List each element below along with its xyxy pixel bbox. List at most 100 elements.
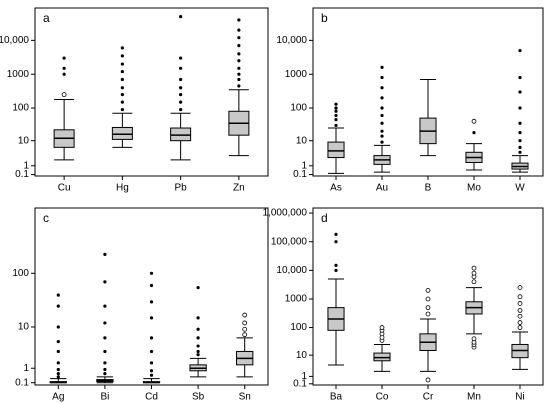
outlier <box>471 279 477 285</box>
extreme <box>196 336 200 340</box>
extreme <box>120 69 124 74</box>
x-tick-label: Zn <box>233 183 245 194</box>
panel-label: b <box>321 11 328 25</box>
extreme <box>518 145 522 149</box>
extreme <box>237 18 241 22</box>
extreme <box>62 66 66 70</box>
extreme <box>334 102 338 106</box>
extreme <box>518 131 522 135</box>
outlier <box>517 294 523 300</box>
box <box>327 141 345 159</box>
outlier <box>425 377 431 383</box>
y-tick-label: 10,000 <box>0 35 29 46</box>
extreme <box>179 66 183 70</box>
extreme <box>62 72 66 76</box>
extreme <box>103 252 107 256</box>
y-tick-label: 0.1 <box>15 169 29 180</box>
outlier <box>425 311 431 317</box>
extreme <box>149 373 154 377</box>
outlier <box>517 301 523 306</box>
extreme <box>120 107 124 112</box>
extreme <box>237 36 241 40</box>
y-tick-label: 1000 <box>285 69 308 80</box>
outlier <box>471 118 477 124</box>
extreme <box>179 86 183 90</box>
y-tick-label: 10 <box>18 322 30 333</box>
outlier <box>242 320 248 326</box>
extreme <box>237 72 241 76</box>
extreme <box>179 56 183 60</box>
panel-label: d <box>321 211 328 225</box>
extreme <box>120 77 124 82</box>
x-tick-label: Hg <box>116 183 129 194</box>
extreme <box>196 327 200 331</box>
x-tick-label: Sb <box>192 392 205 403</box>
extreme <box>237 59 241 63</box>
extreme <box>196 349 200 354</box>
extreme <box>149 283 154 288</box>
outlier <box>471 336 477 342</box>
y-tick-label: 10,000 <box>276 265 307 276</box>
outlier <box>517 320 523 325</box>
extreme <box>62 56 66 60</box>
x-tick-label: B <box>425 183 432 194</box>
extreme <box>518 150 522 154</box>
extreme <box>103 367 107 372</box>
extreme <box>518 139 522 143</box>
panel-label: a <box>43 11 50 25</box>
extreme <box>120 54 124 58</box>
outlier <box>425 305 431 311</box>
x-tick-label: As <box>330 183 342 194</box>
extreme <box>149 300 154 304</box>
extreme <box>179 15 183 19</box>
extreme <box>380 96 384 100</box>
extreme <box>380 134 384 138</box>
y-tick-label: 10 <box>18 135 30 146</box>
y-tick-label: 1000 <box>285 294 308 305</box>
extreme <box>334 109 338 113</box>
y-tick-label: 0.1 <box>15 377 29 388</box>
x-tick-label: Pb <box>175 183 188 194</box>
y-tick-label: 0.1 <box>293 378 307 389</box>
extreme <box>380 121 384 125</box>
extreme <box>334 268 338 272</box>
extreme <box>179 100 183 104</box>
extreme <box>380 75 384 80</box>
y-tick-label: 1 <box>301 160 307 171</box>
extreme <box>103 321 107 325</box>
extreme <box>103 372 107 376</box>
extreme <box>103 280 107 284</box>
x-tick-label: Cd <box>145 392 158 403</box>
box <box>111 126 133 140</box>
extreme <box>237 52 241 56</box>
extreme <box>120 62 124 66</box>
x-tick-label: Mn <box>467 392 481 403</box>
extreme <box>518 75 522 80</box>
extreme <box>149 271 154 275</box>
extreme <box>149 361 154 365</box>
outlier <box>517 313 523 319</box>
x-tick-label: Co <box>376 392 389 403</box>
extreme <box>380 113 384 118</box>
extreme <box>334 106 338 110</box>
extreme <box>103 336 107 340</box>
extreme <box>237 28 241 32</box>
x-tick-label: W <box>515 183 525 194</box>
extreme <box>120 86 124 90</box>
y-tick-label: 1 <box>301 371 307 382</box>
extreme <box>149 336 154 340</box>
extreme <box>334 240 338 244</box>
extreme <box>334 118 338 122</box>
outlier <box>517 325 523 330</box>
y-tick-label: 100 <box>12 268 29 279</box>
y-tick-label: 1 <box>23 160 29 171</box>
extreme <box>196 353 200 357</box>
extreme <box>237 77 241 82</box>
x-tick-label: Cu <box>58 183 71 194</box>
extreme <box>56 293 60 297</box>
extreme <box>56 304 60 308</box>
y-tick-label: 1 <box>23 363 29 374</box>
outlier <box>471 265 477 271</box>
extreme <box>518 48 522 53</box>
